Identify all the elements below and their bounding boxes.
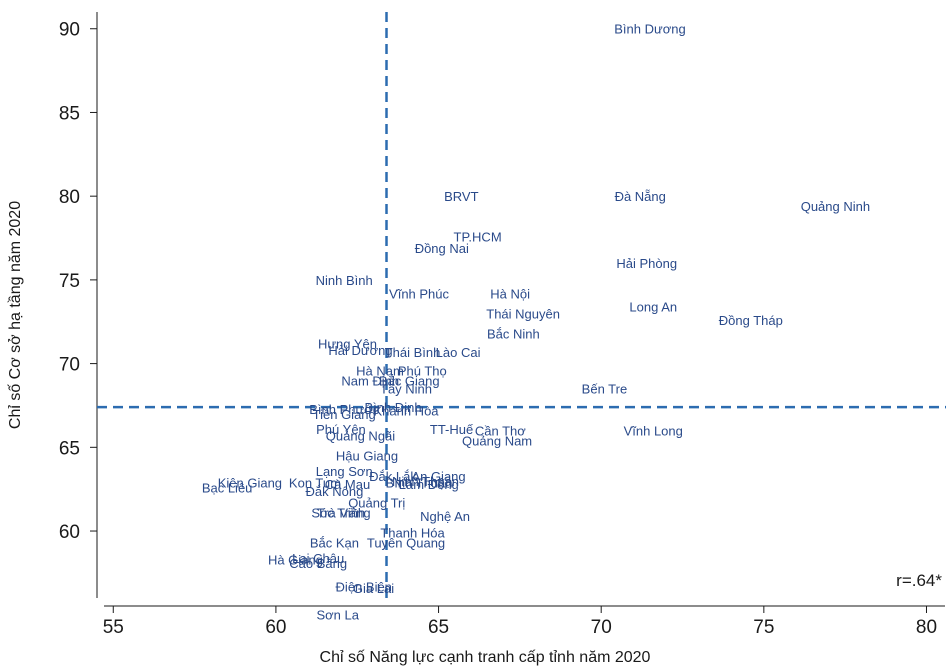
point-label: Gia Lai bbox=[353, 581, 394, 596]
point-label: Lạng Sơn bbox=[316, 464, 373, 479]
point-label: Bạc Liêu bbox=[202, 480, 253, 495]
x-tick-label: 65 bbox=[428, 617, 449, 638]
point-label: Vĩnh Phúc bbox=[389, 286, 449, 301]
point-label: Hà Nam bbox=[356, 363, 404, 378]
y-tick-label: 65 bbox=[59, 438, 80, 459]
point-label: Quảng Trị bbox=[348, 496, 405, 511]
x-axis-title: Chỉ số Năng lực cạnh tranh cấp tỉnh năm … bbox=[320, 649, 651, 666]
point-label: Bình Định bbox=[364, 400, 421, 415]
point-label: Bắc Ninh bbox=[487, 326, 540, 341]
point-label: Tiền Giang bbox=[313, 407, 376, 422]
point-label: Khánh Hòa bbox=[373, 403, 439, 418]
point-label: Thanh Hóa bbox=[380, 526, 445, 541]
point-label: Lâm Đồng bbox=[399, 477, 459, 492]
point-label: Tuyên Quang bbox=[367, 536, 445, 551]
point-label: Trà Vinh bbox=[317, 506, 365, 521]
point-label: Hải Dương bbox=[328, 343, 392, 358]
x-tick-label: 80 bbox=[916, 617, 937, 638]
point-label: Bến Tre bbox=[582, 382, 628, 397]
y-tick-label: 60 bbox=[59, 522, 80, 543]
y-tick-label: 70 bbox=[59, 355, 80, 376]
point-label: Cà Mau bbox=[325, 477, 371, 492]
point-label: Ninh Bình bbox=[316, 273, 373, 288]
y-tick-label: 90 bbox=[59, 20, 80, 41]
point-label: Hà Nội bbox=[490, 286, 530, 301]
point-label: Lai Châu bbox=[292, 551, 344, 566]
point-label: Thái Nguyên bbox=[486, 306, 560, 321]
point-label: Cao Bằng bbox=[289, 556, 347, 571]
y-axis-title: Chỉ số Cơ sở hạ tầng năm 2020 bbox=[7, 201, 24, 429]
point-label: Bình Phước bbox=[309, 402, 379, 417]
point-label: An Giang bbox=[411, 469, 465, 484]
point-label: Hà Giang bbox=[268, 552, 323, 567]
y-tick-label: 75 bbox=[59, 271, 80, 292]
point-label: BRVT bbox=[444, 189, 478, 204]
point-label: Kon Tum bbox=[289, 475, 341, 490]
point-label: Đồng Nai bbox=[415, 241, 469, 256]
y-tick-label: 85 bbox=[59, 103, 80, 124]
point-label: Lào Cai bbox=[436, 345, 481, 360]
x-tick-label: 60 bbox=[265, 617, 286, 638]
point-label: Cần Thơ bbox=[475, 424, 526, 439]
x-tick-label: 70 bbox=[591, 617, 612, 638]
x-tick-label: 75 bbox=[753, 617, 774, 638]
point-label: Quảng Nam bbox=[462, 434, 532, 449]
reference-lines bbox=[97, 12, 946, 598]
point-label: TP.HCM bbox=[454, 229, 502, 244]
point-label: Tây Ninh bbox=[380, 382, 432, 397]
point-label: Sóc Trăng bbox=[311, 506, 370, 521]
point-label: Phú Yên bbox=[316, 422, 366, 437]
y-tick-label: 80 bbox=[59, 187, 80, 208]
point-label: Điện Biên bbox=[336, 579, 392, 594]
point-label: Quảng Ngãi bbox=[326, 429, 395, 444]
point-label: Kiên Giang bbox=[218, 475, 282, 490]
x-tick-label: 55 bbox=[103, 617, 124, 638]
point-label: Đắk Lắk bbox=[369, 469, 417, 484]
point-label: Thái Bình bbox=[385, 345, 441, 360]
point-label: Hậu Giang bbox=[336, 449, 398, 464]
point-label: Ninh Thuận bbox=[392, 474, 459, 489]
point-label: Bình Thuận bbox=[386, 475, 453, 490]
point-label: TT-Huế bbox=[430, 422, 474, 437]
point-label: Bắc Giang bbox=[379, 373, 440, 388]
axes bbox=[96, 12, 945, 607]
point-label: Nghệ An bbox=[420, 509, 470, 524]
tick-group: 60 65 70 75 80 85 90 55 60 65 70 75 80 bbox=[59, 20, 937, 638]
point-label: Long An bbox=[629, 300, 677, 315]
point-label: Đồng Tháp bbox=[719, 313, 783, 328]
point-label: Sơn La bbox=[316, 608, 359, 623]
correlation-annotation: r=.64* bbox=[896, 571, 942, 590]
point-label: Hải Phòng bbox=[616, 256, 677, 271]
point-label: Quảng Ninh bbox=[801, 199, 870, 214]
point-label: Phú Thọ bbox=[398, 363, 447, 378]
point-label: Bình Dương bbox=[614, 22, 685, 37]
point-label: Vĩnh Long bbox=[624, 424, 683, 439]
point-label: Đà Nẵng bbox=[615, 189, 666, 204]
point-label: Nam Định bbox=[341, 373, 399, 388]
point-label: Đắk Nông bbox=[306, 484, 364, 499]
point-label: Bắc Kạn bbox=[310, 536, 359, 551]
point-label: Hưng Yên bbox=[318, 337, 377, 352]
